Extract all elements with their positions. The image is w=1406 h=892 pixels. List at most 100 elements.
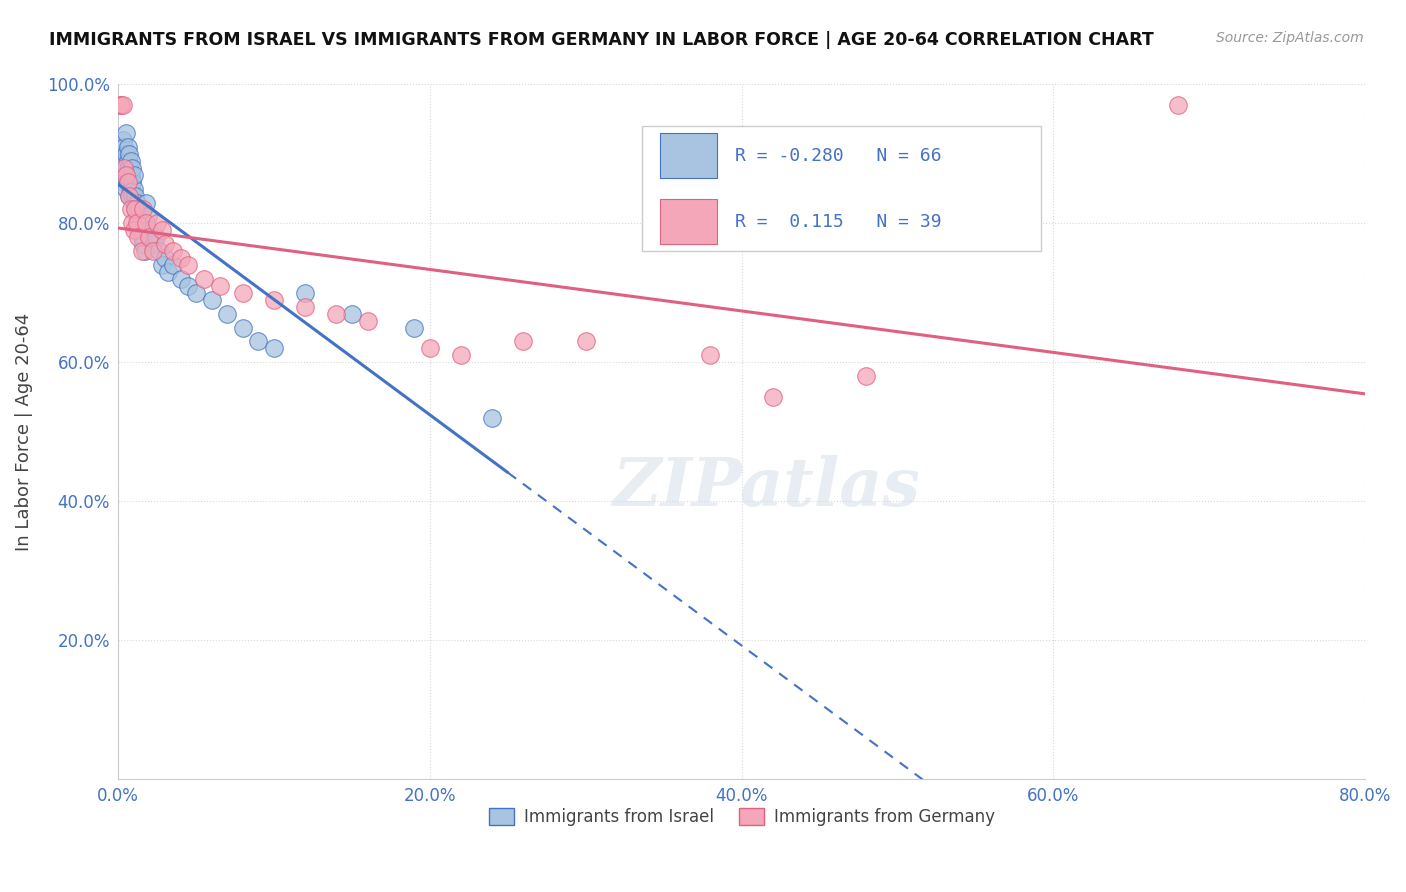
Point [132,202,155,217]
Point [263,342,285,356]
Text: R = -0.280   N = 66: R = -0.280 N = 66 [735,146,942,165]
Point [114,175,136,189]
Point [110,140,132,154]
Point [404,320,426,334]
Point [699,348,721,362]
Point [118,188,141,202]
Point [124,202,146,217]
Text: R =  0.115   N = 39: R = 0.115 N = 39 [735,212,942,231]
Point [131,244,153,259]
Point [110,98,132,112]
Point [108,98,131,112]
Point [120,153,142,168]
Point [575,334,598,349]
Point [118,161,141,175]
Point [150,223,173,237]
Point [121,175,143,189]
Point [118,147,141,161]
Bar [661,199,717,244]
Point [111,147,134,161]
Point [162,244,184,259]
Point [120,181,142,195]
Point [111,133,134,147]
Point [131,230,153,244]
Point [138,223,160,237]
Point [146,216,169,230]
Point [169,251,191,265]
Point [121,161,143,175]
Point [148,244,170,259]
Point [419,342,441,356]
Point [110,168,132,182]
Point [117,168,139,182]
Point [138,230,160,244]
Point [136,210,159,224]
Bar [661,133,717,178]
Point [127,202,149,217]
Point [135,195,157,210]
Point [762,390,785,404]
Point [110,153,132,168]
Point [157,265,180,279]
Point [153,237,176,252]
Point [162,258,184,272]
Point [247,334,270,349]
Point [177,258,200,272]
Point [121,216,143,230]
Point [1167,98,1189,112]
Point [117,140,139,154]
Point [125,216,148,230]
Point [125,210,148,224]
Point [153,251,176,265]
Point [232,285,254,300]
Point [127,216,149,230]
Point [134,244,156,259]
Point [201,293,224,307]
Point [125,195,148,210]
Point [124,188,146,202]
Point [450,348,472,362]
Point [108,161,131,175]
Legend: Immigrants from Israel, Immigrants from Germany: Immigrants from Israel, Immigrants from … [482,802,1001,833]
Point [114,140,136,154]
Point [121,188,143,202]
Point [124,202,146,217]
Point [115,126,138,140]
Point [114,161,136,175]
Point [114,153,136,168]
Point [118,175,141,189]
Point [115,161,138,175]
Y-axis label: In Labor Force | Age 20-64: In Labor Force | Age 20-64 [15,312,32,550]
Point [145,230,167,244]
Point [325,307,347,321]
Point [481,410,503,425]
Point [193,272,215,286]
Text: Source: ZipAtlas.com: Source: ZipAtlas.com [1216,31,1364,45]
Point [855,369,877,384]
Point [150,258,173,272]
Point [294,285,316,300]
Point [184,285,207,300]
Point [129,223,152,237]
Point [132,237,155,252]
Point [115,181,138,195]
Point [122,195,145,210]
Point [263,293,285,307]
Point [117,175,139,189]
Point [135,216,157,230]
Point [512,334,534,349]
Point [340,307,363,321]
Point [356,313,378,327]
Point [294,300,316,314]
Point [118,188,141,202]
Text: ZIPatlas: ZIPatlas [613,455,921,520]
FancyBboxPatch shape [641,126,1040,252]
Point [127,230,149,244]
Point [177,278,200,293]
Point [111,161,134,175]
Point [208,278,231,293]
Point [217,307,239,321]
Point [114,168,136,182]
Text: IMMIGRANTS FROM ISRAEL VS IMMIGRANTS FROM GERMANY IN LABOR FORCE | AGE 20-64 COR: IMMIGRANTS FROM ISRAEL VS IMMIGRANTS FRO… [49,31,1154,49]
Point [122,223,145,237]
